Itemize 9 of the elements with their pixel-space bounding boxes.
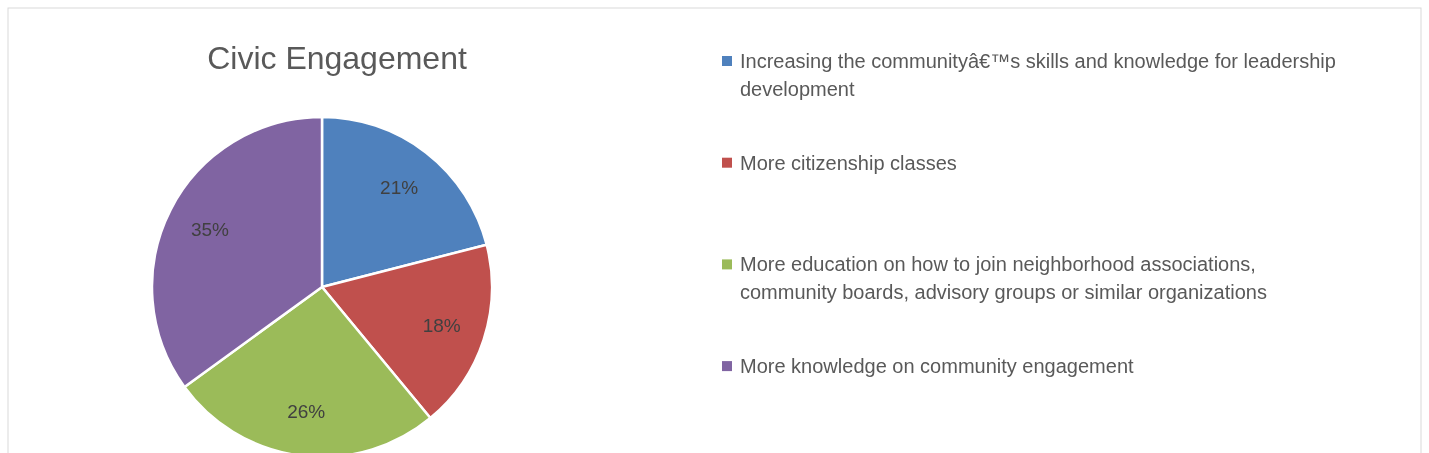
- legend-label: More knowledge on community engagement: [740, 355, 1134, 378]
- data-label: 35%: [190, 219, 230, 241]
- legend-label: Increasing the communityâ€™s skills and knowledge for leadership development: [740, 50, 1336, 100]
- chart-title: Civic Engagement: [207, 40, 467, 76]
- data-label: 18%: [422, 315, 461, 337]
- data-label: 26%: [287, 401, 326, 423]
- legend-label: More citizenship classes: [740, 151, 957, 174]
- legend-label: More education on how to join neighborhood associations, community boards, advisory groups or similar organizations: [740, 253, 1267, 304]
- data-label: 21%: [380, 177, 419, 199]
